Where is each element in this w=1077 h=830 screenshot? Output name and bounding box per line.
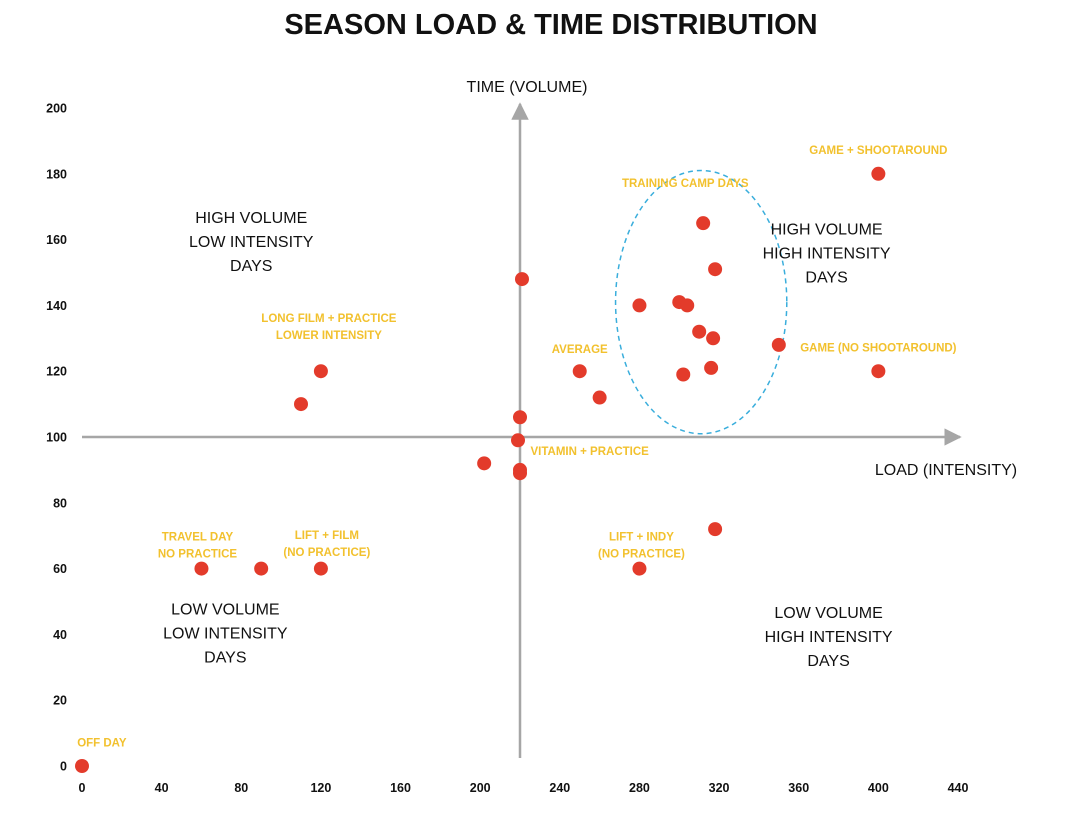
y-tick-label: 60 xyxy=(53,562,67,576)
x-tick-label: 320 xyxy=(709,781,730,795)
quadrant-labels: HIGH VOLUME LOW INTENSITY DAYS HIGH VOLUME H… xyxy=(163,210,893,670)
quadrant-label: HIGH VOLUME LOW INTENSITY DAYS xyxy=(189,210,314,275)
x-tick-label: 0 xyxy=(79,781,86,795)
y-tick-label: 180 xyxy=(46,167,67,181)
y-tick-label: 120 xyxy=(46,365,67,379)
data-point xyxy=(676,367,691,382)
quadrant-label: HIGH VOLUME HIGH INTENSITY DAYS xyxy=(763,222,891,287)
data-points xyxy=(75,166,886,773)
data-point xyxy=(871,364,886,379)
point-annotation: TRAINING CAMP DAYS xyxy=(622,178,749,190)
point-annotation: OFF DAY xyxy=(77,737,127,749)
data-point xyxy=(708,522,723,537)
data-point xyxy=(680,298,695,313)
y-axis-label: TIME (VOLUME) xyxy=(467,79,588,96)
data-point xyxy=(75,759,89,773)
data-point xyxy=(632,561,647,576)
data-point xyxy=(704,360,719,375)
x-tick-label: 400 xyxy=(868,781,889,795)
y-tick-label: 40 xyxy=(53,628,67,642)
point-annotation: TRAVEL DAY NO PRACTICE xyxy=(158,532,238,561)
point-annotation: AVERAGE xyxy=(552,344,608,356)
point-annotation: LIFT + INDY (NO PRACTICE) xyxy=(598,532,685,561)
data-point xyxy=(313,561,328,576)
y-tick-label: 20 xyxy=(53,694,67,708)
chart-title: SEASON LOAD & TIME DISTRIBUTION xyxy=(284,9,817,41)
data-point xyxy=(194,561,209,576)
data-point xyxy=(313,364,328,379)
data-point xyxy=(592,390,607,405)
quadrant-label: LOW VOLUME HIGH INTENSITY DAYS xyxy=(765,605,893,670)
x-tick-label: 280 xyxy=(629,781,650,795)
y-tick-label: 100 xyxy=(46,431,67,445)
y-tick-label: 160 xyxy=(46,233,67,247)
point-annotation: LONG FILM + PRACTICE LOWER INTENSITY xyxy=(261,313,396,342)
data-point xyxy=(632,298,647,313)
x-tick-label: 440 xyxy=(948,781,969,795)
data-point xyxy=(771,337,786,352)
x-tick-labels: 0 40 80 120 160 200 240 280 320 360 400 440 xyxy=(79,781,969,795)
x-tick-label: 120 xyxy=(310,781,331,795)
x-tick-label: 240 xyxy=(549,781,570,795)
data-point xyxy=(514,272,529,287)
point-annotation: GAME + SHOOTAROUND xyxy=(809,145,947,157)
data-point xyxy=(696,216,711,231)
y-tick-label: 200 xyxy=(46,102,67,116)
data-point xyxy=(692,324,707,339)
data-point xyxy=(708,262,723,277)
x-tick-label: 160 xyxy=(390,781,411,795)
data-point xyxy=(572,364,587,379)
data-point xyxy=(513,410,527,425)
x-tick-label: 80 xyxy=(234,781,248,795)
point-annotation: GAME (NO SHOOTAROUND) xyxy=(800,342,956,354)
data-point xyxy=(871,166,886,181)
point-annotation: VITAMIN + PRACTICE xyxy=(531,446,650,458)
x-tick-label: 360 xyxy=(788,781,809,795)
data-point xyxy=(254,561,269,576)
x-tick-label: 200 xyxy=(470,781,491,795)
quadrant-label: LOW VOLUME LOW INTENSITY DAYS xyxy=(163,602,288,667)
data-point xyxy=(511,433,526,448)
data-point xyxy=(294,397,308,412)
y-tick-labels: 0 20 40 60 80 100 120 140 160 180 200 xyxy=(46,102,67,774)
data-point xyxy=(513,466,527,481)
x-axis-label: LOAD (INTENSITY) xyxy=(875,462,1017,479)
point-annotation: LIFT + FILM (NO PRACTICE) xyxy=(283,530,370,559)
data-point xyxy=(477,456,492,471)
data-point xyxy=(706,331,721,346)
training-camp-cluster-outline xyxy=(614,169,788,435)
y-tick-label: 80 xyxy=(53,496,67,510)
y-tick-label: 0 xyxy=(60,760,67,774)
x-tick-label: 40 xyxy=(155,781,169,795)
y-tick-label: 140 xyxy=(46,299,67,313)
point-annotations: GAME + SHOOTAROUND TRAINING CAMP DAYS LONG… xyxy=(77,145,956,749)
